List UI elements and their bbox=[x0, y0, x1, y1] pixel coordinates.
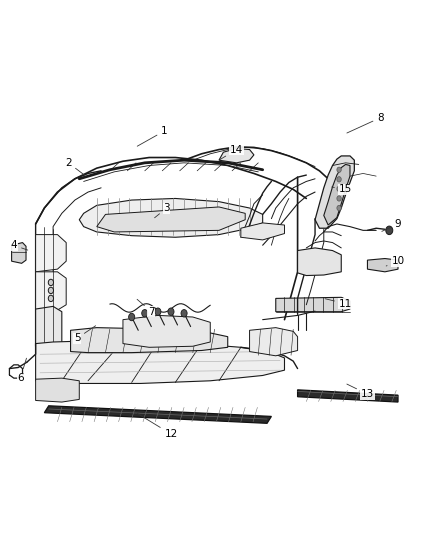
Circle shape bbox=[337, 186, 341, 191]
Circle shape bbox=[155, 308, 161, 316]
Circle shape bbox=[48, 295, 53, 302]
Text: 10: 10 bbox=[386, 256, 405, 266]
Polygon shape bbox=[241, 223, 285, 240]
Polygon shape bbox=[297, 390, 398, 402]
Text: 13: 13 bbox=[347, 384, 374, 399]
Circle shape bbox=[337, 167, 341, 172]
Polygon shape bbox=[35, 235, 66, 272]
Polygon shape bbox=[250, 328, 297, 356]
Circle shape bbox=[48, 287, 53, 294]
Polygon shape bbox=[44, 406, 272, 423]
Text: 7: 7 bbox=[137, 300, 155, 317]
Text: 14: 14 bbox=[220, 144, 243, 159]
Polygon shape bbox=[367, 259, 398, 272]
Text: 12: 12 bbox=[137, 414, 177, 439]
Polygon shape bbox=[35, 341, 285, 383]
Circle shape bbox=[48, 279, 53, 286]
Polygon shape bbox=[315, 156, 354, 228]
Polygon shape bbox=[97, 207, 245, 232]
Circle shape bbox=[181, 310, 187, 317]
Polygon shape bbox=[35, 272, 66, 312]
Circle shape bbox=[386, 226, 393, 235]
Text: 9: 9 bbox=[382, 219, 401, 231]
Text: 8: 8 bbox=[347, 112, 384, 133]
Polygon shape bbox=[219, 149, 254, 163]
Polygon shape bbox=[12, 243, 26, 263]
Polygon shape bbox=[324, 165, 350, 225]
Text: 1: 1 bbox=[137, 126, 168, 146]
Polygon shape bbox=[276, 297, 350, 312]
Text: 5: 5 bbox=[74, 326, 95, 343]
Circle shape bbox=[142, 310, 148, 317]
Text: 6: 6 bbox=[17, 358, 26, 383]
Circle shape bbox=[168, 308, 174, 316]
Polygon shape bbox=[35, 378, 79, 402]
Text: 2: 2 bbox=[65, 158, 85, 175]
Polygon shape bbox=[79, 198, 263, 237]
Polygon shape bbox=[71, 328, 228, 353]
Text: 4: 4 bbox=[11, 240, 28, 250]
Circle shape bbox=[129, 313, 135, 321]
Text: 15: 15 bbox=[332, 184, 352, 195]
Polygon shape bbox=[297, 248, 341, 276]
Text: 11: 11 bbox=[325, 298, 352, 309]
Polygon shape bbox=[123, 316, 210, 348]
Circle shape bbox=[337, 176, 341, 182]
Polygon shape bbox=[35, 306, 62, 348]
Circle shape bbox=[337, 196, 341, 201]
Circle shape bbox=[337, 205, 341, 211]
Text: 3: 3 bbox=[155, 203, 170, 218]
